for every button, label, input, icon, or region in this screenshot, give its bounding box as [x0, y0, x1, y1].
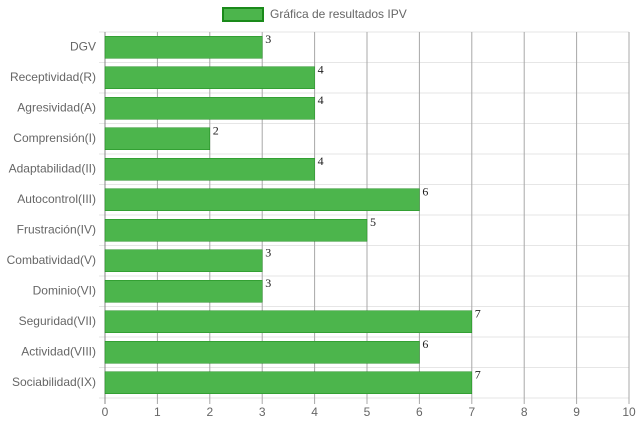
bar — [104, 371, 473, 394]
x-tick-label: 0 — [102, 405, 109, 419]
value-label: 7 — [475, 368, 481, 382]
value-label: 7 — [475, 307, 481, 321]
x-tick-label: 7 — [468, 405, 475, 419]
x-tick-label: 10 — [622, 405, 636, 419]
bar — [104, 97, 315, 120]
x-tick-label: 8 — [521, 405, 528, 419]
value-label: 5 — [370, 215, 376, 229]
y-tick-label: Actividad(VIII) — [21, 344, 96, 358]
y-tick-label: DGV — [70, 39, 96, 53]
y-tick-label: Receptividad(R) — [10, 70, 96, 84]
bar — [104, 36, 263, 59]
x-tick-label: 1 — [154, 405, 161, 419]
bar — [104, 310, 473, 333]
bar — [104, 66, 315, 89]
bar — [104, 341, 420, 364]
value-label: 4 — [318, 63, 324, 77]
y-tick-label: Sociabilidad(IX) — [12, 375, 96, 389]
value-label: 3 — [265, 276, 271, 290]
y-tick-label: Dominio(VI) — [33, 283, 96, 297]
legend-swatch — [222, 7, 264, 22]
y-tick-label: Agresividad(A) — [17, 100, 96, 114]
x-tick-label: 6 — [416, 405, 423, 419]
value-label: 3 — [265, 246, 271, 260]
bar — [104, 280, 263, 303]
bar — [104, 249, 263, 272]
x-tick-label: 4 — [311, 405, 318, 419]
bar — [104, 158, 315, 181]
y-tick-label: Comprensión(I) — [13, 131, 96, 145]
x-tick-label: 2 — [206, 405, 213, 419]
value-label: 4 — [318, 93, 324, 107]
y-tick-label: Combatividad(V) — [7, 253, 96, 267]
value-label: 2 — [213, 124, 219, 138]
y-tick-label: Adaptabilidad(II) — [9, 161, 96, 175]
y-tick-label: Autocontrol(III) — [17, 192, 96, 206]
bar — [104, 188, 420, 211]
x-tick-label: 9 — [573, 405, 580, 419]
value-label: 4 — [318, 154, 324, 168]
value-label: 3 — [265, 32, 271, 46]
value-label: 6 — [422, 337, 428, 351]
bar — [104, 219, 368, 242]
bar — [104, 127, 211, 150]
y-tick-label: Frustración(IV) — [17, 222, 96, 236]
legend-label: Gráfica de resultados IPV — [270, 7, 407, 21]
value-label: 6 — [422, 185, 428, 199]
x-tick-label: 3 — [259, 405, 266, 419]
y-tick-label: Seguridad(VII) — [19, 314, 96, 328]
x-tick-label: 5 — [364, 405, 371, 419]
